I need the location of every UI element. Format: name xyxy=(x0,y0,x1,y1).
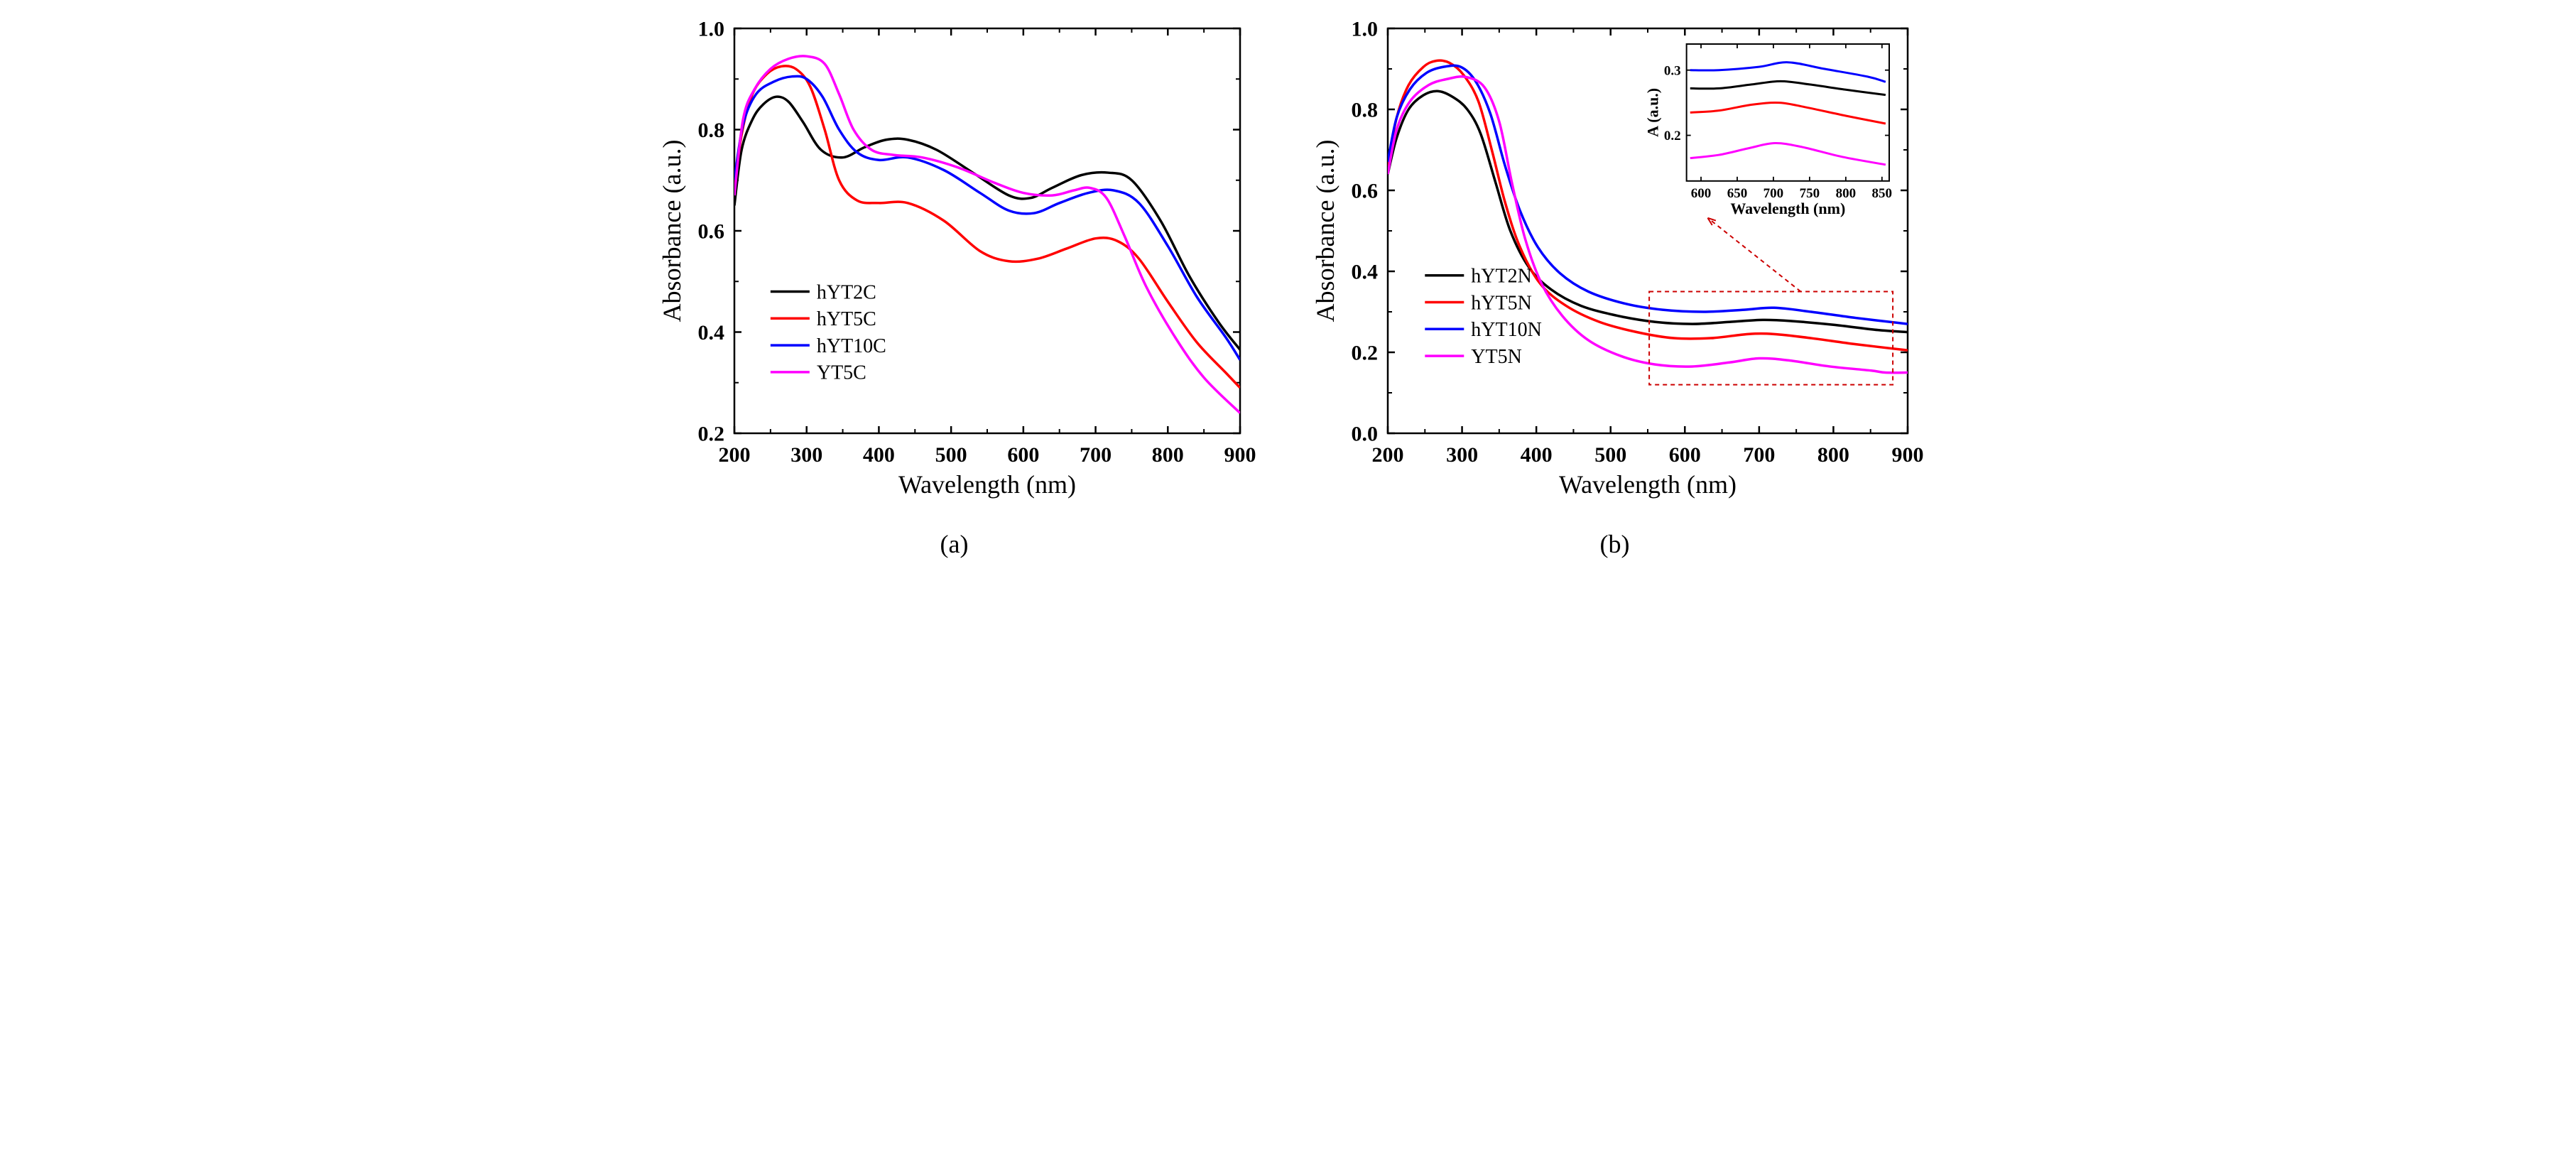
svg-text:200: 200 xyxy=(718,443,750,467)
svg-text:900: 900 xyxy=(1891,443,1923,467)
svg-text:800: 800 xyxy=(1151,443,1183,467)
svg-text:0.4: 0.4 xyxy=(697,321,724,344)
svg-text:YT5C: YT5C xyxy=(816,362,866,384)
svg-text:0.8: 0.8 xyxy=(1351,99,1378,122)
svg-text:0.2: 0.2 xyxy=(697,423,724,446)
svg-text:850: 850 xyxy=(1871,186,1892,201)
svg-text:800: 800 xyxy=(1835,186,1856,201)
svg-text:700: 700 xyxy=(1743,443,1775,467)
chart-b-svg: 200 300 400 500 600 700 800 900 0.0 0.2 0.4 0.6 0.8 1… xyxy=(1303,14,1928,504)
svg-text:0.6: 0.6 xyxy=(697,220,724,244)
svg-text:700: 700 xyxy=(1763,186,1783,201)
svg-text:700: 700 xyxy=(1080,443,1112,467)
svg-text:650: 650 xyxy=(1727,186,1747,201)
svg-text:900: 900 xyxy=(1224,443,1256,467)
svg-text:1.0: 1.0 xyxy=(1351,18,1378,41)
svg-text:500: 500 xyxy=(1594,443,1626,467)
figure-container: 200 300 400 500 600 700 800 900 0.2 0.4 0.6 0.8 1.0 W… xyxy=(0,0,2576,573)
chart-a-svg: 200 300 400 500 600 700 800 900 0.2 0.4 0.6 0.8 1.0 W… xyxy=(649,14,1260,504)
svg-text:200: 200 xyxy=(1371,443,1403,467)
svg-text:Absorbance (a.u.): Absorbance (a.u.) xyxy=(658,140,686,322)
svg-text:0.3: 0.3 xyxy=(1663,63,1680,78)
svg-text:Wavelength (nm): Wavelength (nm) xyxy=(898,470,1075,499)
svg-text:600: 600 xyxy=(1668,443,1700,467)
svg-text:Wavelength (nm): Wavelength (nm) xyxy=(1558,470,1736,499)
chart-a-mount: 200 300 400 500 600 700 800 900 0.2 0.4 0.6 0.8 1.0 W… xyxy=(649,14,1260,508)
svg-text:YT5N: YT5N xyxy=(1471,346,1522,368)
svg-text:0.6: 0.6 xyxy=(1351,180,1378,203)
svg-text:hYT2N: hYT2N xyxy=(1471,266,1532,288)
svg-text:300: 300 xyxy=(790,443,822,467)
svg-text:400: 400 xyxy=(1520,443,1552,467)
svg-text:A (a.u.): A (a.u.) xyxy=(1643,88,1661,137)
svg-text:500: 500 xyxy=(935,443,967,467)
panel-b: 200 300 400 500 600 700 800 900 0.0 0.2 0.4 0.6 0.8 1… xyxy=(1303,14,1928,559)
svg-text:0.2: 0.2 xyxy=(1663,129,1680,143)
svg-text:300: 300 xyxy=(1446,443,1478,467)
svg-text:Wavelength (nm): Wavelength (nm) xyxy=(1730,200,1845,217)
svg-text:hYT5N: hYT5N xyxy=(1471,292,1532,314)
svg-text:750: 750 xyxy=(1799,186,1820,201)
svg-text:0.8: 0.8 xyxy=(697,119,724,142)
svg-text:hYT2C: hYT2C xyxy=(816,281,876,303)
svg-text:600: 600 xyxy=(1007,443,1039,467)
chart-b-mount: 200 300 400 500 600 700 800 900 0.0 0.2 0.4 0.6 0.8 1… xyxy=(1303,14,1928,508)
svg-text:hYT10C: hYT10C xyxy=(816,335,886,357)
svg-text:hYT5C: hYT5C xyxy=(816,308,876,330)
svg-text:600: 600 xyxy=(1690,186,1711,201)
panel-a-label: (a) xyxy=(940,529,969,559)
svg-text:1.0: 1.0 xyxy=(697,18,724,41)
svg-text:800: 800 xyxy=(1817,443,1849,467)
svg-text:0.4: 0.4 xyxy=(1351,261,1378,284)
svg-text:0.2: 0.2 xyxy=(1351,342,1378,365)
svg-text:0.0: 0.0 xyxy=(1351,423,1378,446)
panel-a: 200 300 400 500 600 700 800 900 0.2 0.4 0.6 0.8 1.0 W… xyxy=(649,14,1260,559)
svg-text:400: 400 xyxy=(862,443,894,467)
svg-text:hYT10N: hYT10N xyxy=(1471,319,1542,341)
svg-text:Absorbance (a.u.): Absorbance (a.u.) xyxy=(1311,140,1339,322)
panel-b-label: (b) xyxy=(1600,529,1630,559)
